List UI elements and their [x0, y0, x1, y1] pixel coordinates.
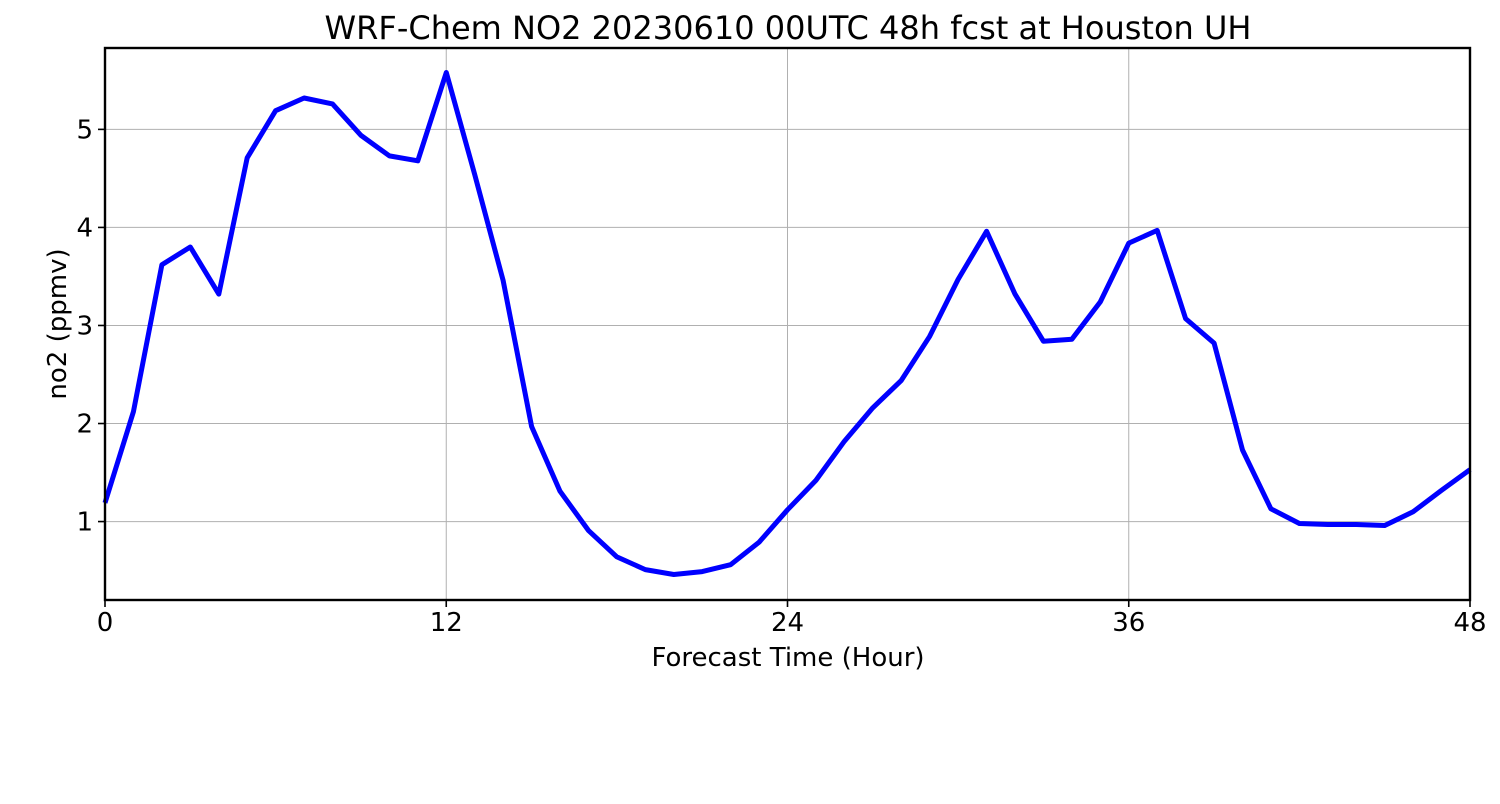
series-layer: [102, 70, 1472, 577]
y-tick-label: 3: [76, 311, 93, 341]
y-tick-label: 1: [76, 508, 93, 538]
x-axis-label: Forecast Time (Hour): [651, 643, 924, 673]
grid-lines: [104, 48, 1471, 600]
y-axis-label: no2 (ppmv): [43, 248, 73, 399]
x-tick-label: 12: [430, 608, 463, 638]
y-tick-label: 5: [76, 115, 93, 145]
x-tick-label: 24: [771, 608, 804, 638]
x-tick-label: 48: [1453, 608, 1486, 638]
no2-series-line: [102, 70, 1472, 577]
y-tick-label: 2: [76, 410, 93, 440]
y-tick-label: 4: [76, 213, 93, 243]
x-tick-label: 0: [97, 608, 114, 638]
x-tick-label: 36: [1112, 608, 1145, 638]
chart-title: WRF-Chem NO2 20230610 00UTC 48h fcst at …: [325, 9, 1252, 47]
